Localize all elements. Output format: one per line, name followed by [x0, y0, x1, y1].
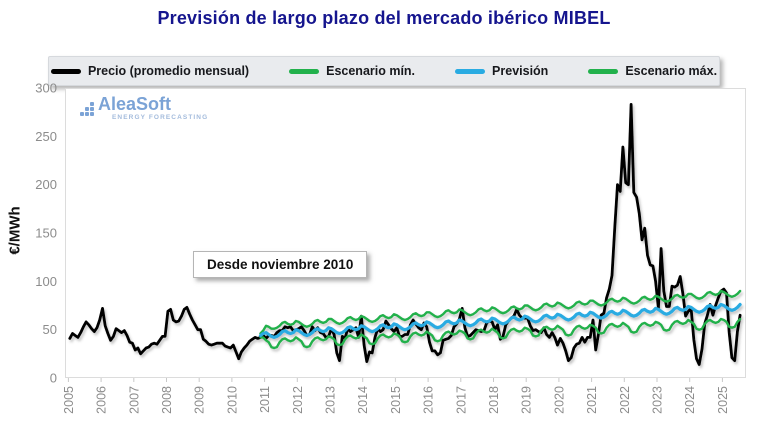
legend-label-prevision: Previsión [492, 64, 549, 78]
y-axis-tick-label: 300 [35, 81, 57, 96]
y-axis-tick-label: 0 [50, 371, 57, 386]
series-line-escenario-ma-x [259, 289, 742, 335]
y-axis-tick-label: 250 [35, 129, 57, 144]
x-axis-tick-label: 2019 [520, 386, 534, 414]
precio-line-swatch [50, 68, 81, 74]
x-axis-tick-label: 2024 [683, 386, 697, 414]
x-axis-tick-label: 2006 [95, 386, 109, 414]
x-axis-tick-label: 2008 [160, 386, 174, 414]
y-axis-tick-label: 50 [43, 322, 57, 337]
x-axis-tick-label: 2017 [454, 386, 468, 414]
y-axis-tick-label: 200 [35, 177, 57, 192]
annotation-desde-noviembre-2010: Desde noviembre 2010 [193, 251, 368, 278]
x-axis-tick-label: 2025 [716, 386, 730, 414]
legend-item-escenario-min: Escenario mín. [289, 64, 415, 78]
x-axis-tick-label: 2009 [193, 386, 207, 414]
y-axis-tick-label: 150 [35, 226, 57, 241]
x-axis-tick-label: 2014 [356, 386, 370, 414]
aleasoft-logo-name: AleaSoft [98, 94, 172, 114]
x-axis-tick-label: 2005 [62, 386, 76, 414]
escenario-max-line-swatch [588, 68, 619, 74]
legend-item-precio: Precio (promedio mensual) [50, 64, 250, 78]
x-axis-tick-label: 2015 [389, 386, 403, 414]
legend-label-escenario-min: Escenario mín. [326, 64, 416, 78]
x-axis-tick-label: 2007 [127, 386, 141, 414]
series-line-escenario-mi-n [259, 317, 742, 350]
x-axis-tick-label: 2023 [651, 386, 665, 414]
x-axis-tick-label: 2011 [258, 386, 272, 413]
aleasoft-logo-dots-icon [80, 102, 94, 116]
aleasoft-logo: AleaSoft ENERGY FORECASTING [80, 95, 208, 121]
x-axis-tick-label: 2016 [422, 386, 436, 414]
chart-title: Previsión de largo plazo del mercado ibé… [157, 8, 611, 28]
legend-label-precio: Precio (promedio mensual) [87, 64, 250, 78]
legend-item-prevision: Previsión [455, 64, 548, 78]
escenario-min-line-swatch [289, 68, 320, 74]
legend-label-escenario-max: Escenario máx. [625, 64, 718, 78]
x-axis-tick-label: 2021 [585, 386, 599, 414]
x-axis-tick-label: 2010 [225, 386, 239, 414]
series-line-precio-promedio-mensual [68, 103, 742, 366]
x-axis-tick-label: 2022 [618, 386, 632, 414]
x-axis-tick-label: 2020 [552, 386, 566, 414]
x-axis-tick-label: 2012 [291, 386, 305, 414]
chart-legend: Precio (promedio mensual) Escenario mín.… [48, 56, 720, 86]
series-line-previsio-n [258, 302, 742, 339]
x-axis-tick-label: 2013 [324, 386, 338, 414]
x-axis-tick-label: 2018 [487, 386, 501, 414]
aleasoft-logo-tagline: ENERGY FORECASTING [112, 114, 209, 121]
legend-item-escenario-max: Escenario máx. [588, 64, 717, 78]
prevision-line-swatch [455, 68, 486, 74]
y-axis-tick-label: 100 [35, 274, 57, 289]
